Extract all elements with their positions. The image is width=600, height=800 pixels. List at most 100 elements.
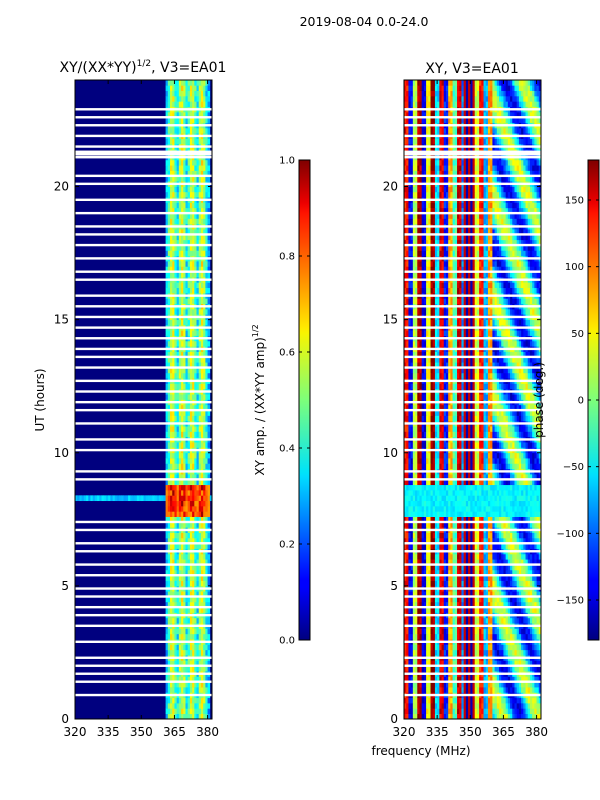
heatmap-cell — [430, 687, 434, 693]
heatmap-cell — [525, 591, 529, 597]
heatmap-cell — [185, 159, 189, 166]
heatmap-cell — [194, 330, 197, 336]
heatmap-cell — [170, 713, 173, 720]
heatmap-cell — [198, 186, 202, 193]
heatmap-cell — [428, 681, 431, 688]
heatmap-cell — [181, 564, 184, 571]
heatmap-cell — [412, 633, 416, 640]
heatmap-cell — [194, 415, 197, 422]
heatmap-cell — [516, 559, 520, 565]
heatmap-cell — [476, 532, 480, 539]
heatmap-cell — [183, 564, 186, 571]
heatmap-cell — [481, 580, 484, 587]
heatmap-cell — [178, 537, 182, 544]
heatmap-cell — [203, 271, 206, 278]
heatmap-cell — [178, 111, 182, 118]
heatmap-cell — [167, 511, 171, 517]
heatmap-cell — [185, 101, 189, 107]
heatmap-cell — [443, 644, 447, 651]
heatmap-cell — [505, 559, 509, 565]
heatmap-cell — [457, 708, 460, 715]
heatmap-cell — [505, 713, 509, 720]
heatmap-cell — [507, 580, 511, 587]
heatmap-cell — [178, 463, 182, 470]
heatmap-cell — [516, 564, 520, 571]
heatmap-cell — [474, 713, 478, 720]
heatmap-cell — [404, 537, 407, 544]
heatmap-cell — [448, 713, 451, 720]
heatmap-cell — [167, 452, 171, 459]
heatmap-cell — [494, 580, 498, 587]
heatmap-cell — [485, 617, 489, 624]
heatmap-cell — [450, 506, 453, 512]
heatmap-cell — [198, 138, 202, 145]
heatmap-cell — [479, 660, 482, 667]
heatmap-cell — [503, 633, 506, 640]
heatmap-cell — [203, 607, 206, 613]
heatmap-cell — [428, 543, 431, 549]
heatmap-cell — [457, 697, 460, 704]
heatmap-cell — [167, 474, 171, 480]
heatmap-cell — [198, 644, 202, 651]
heatmap-cell — [492, 516, 495, 523]
heatmap-cell — [196, 543, 200, 549]
heatmap-cell — [432, 703, 436, 709]
heatmap-cell — [207, 633, 211, 640]
heatmap-cell — [487, 537, 491, 544]
heatmap-cell — [181, 537, 184, 544]
heatmap-cell — [174, 410, 177, 416]
heatmap-cell — [445, 633, 449, 640]
heatmap-cell — [123, 495, 127, 502]
heatmap-cell — [178, 298, 182, 304]
heatmap-cell — [415, 649, 418, 656]
heatmap-cell — [194, 170, 197, 177]
heatmap-cell — [200, 521, 204, 528]
heatmap-cell — [518, 617, 522, 624]
heatmap-cell — [417, 628, 420, 635]
heatmap-cell — [410, 708, 414, 715]
heatmap-cell — [443, 553, 447, 560]
heatmap-cell — [189, 319, 193, 326]
heatmap-cell — [463, 543, 467, 549]
heatmap-cell — [176, 95, 180, 102]
heatmap-cell — [176, 463, 180, 470]
heatmap-cell — [430, 511, 434, 517]
heatmap-cell — [452, 649, 456, 656]
heatmap-cell — [485, 676, 489, 683]
heatmap-cell — [167, 372, 171, 379]
heatmap-cell — [194, 479, 197, 486]
heatmap-cell — [415, 569, 418, 576]
heatmap-cell — [189, 229, 193, 235]
heatmap-cell — [170, 660, 173, 667]
heatmap-cell — [176, 111, 180, 118]
heatmap-cell — [207, 207, 211, 214]
heatmap-cell — [408, 687, 411, 693]
heatmap-cell — [490, 580, 493, 587]
heatmap-cell — [501, 564, 504, 571]
heatmap-cell — [463, 660, 467, 667]
heatmap-cell — [203, 340, 206, 347]
heatmap-cell — [185, 596, 189, 603]
heatmap-cell — [423, 713, 427, 720]
heatmap-cell — [536, 569, 540, 576]
heatmap-cell — [443, 617, 447, 624]
heatmap-cell — [189, 330, 193, 336]
heatmap-cell — [187, 186, 191, 193]
heatmap-cell — [185, 367, 189, 374]
heatmap-cell — [203, 484, 206, 491]
flagged-row — [75, 550, 212, 553]
flagged-row — [75, 478, 212, 481]
heatmap-cell — [205, 410, 208, 416]
heatmap-cell — [205, 218, 208, 225]
heatmap-cell — [465, 511, 469, 517]
heatmap-cell — [189, 101, 193, 107]
heatmap-cell — [437, 532, 440, 539]
heatmap-cell — [525, 596, 529, 603]
flagged-row — [75, 243, 212, 247]
heatmap-cell — [419, 596, 423, 603]
heatmap-cell — [534, 601, 537, 608]
heatmap-cell — [476, 644, 480, 651]
heatmap-cell — [443, 676, 447, 683]
heatmap-cell — [172, 138, 175, 145]
heatmap-cell — [200, 708, 204, 715]
